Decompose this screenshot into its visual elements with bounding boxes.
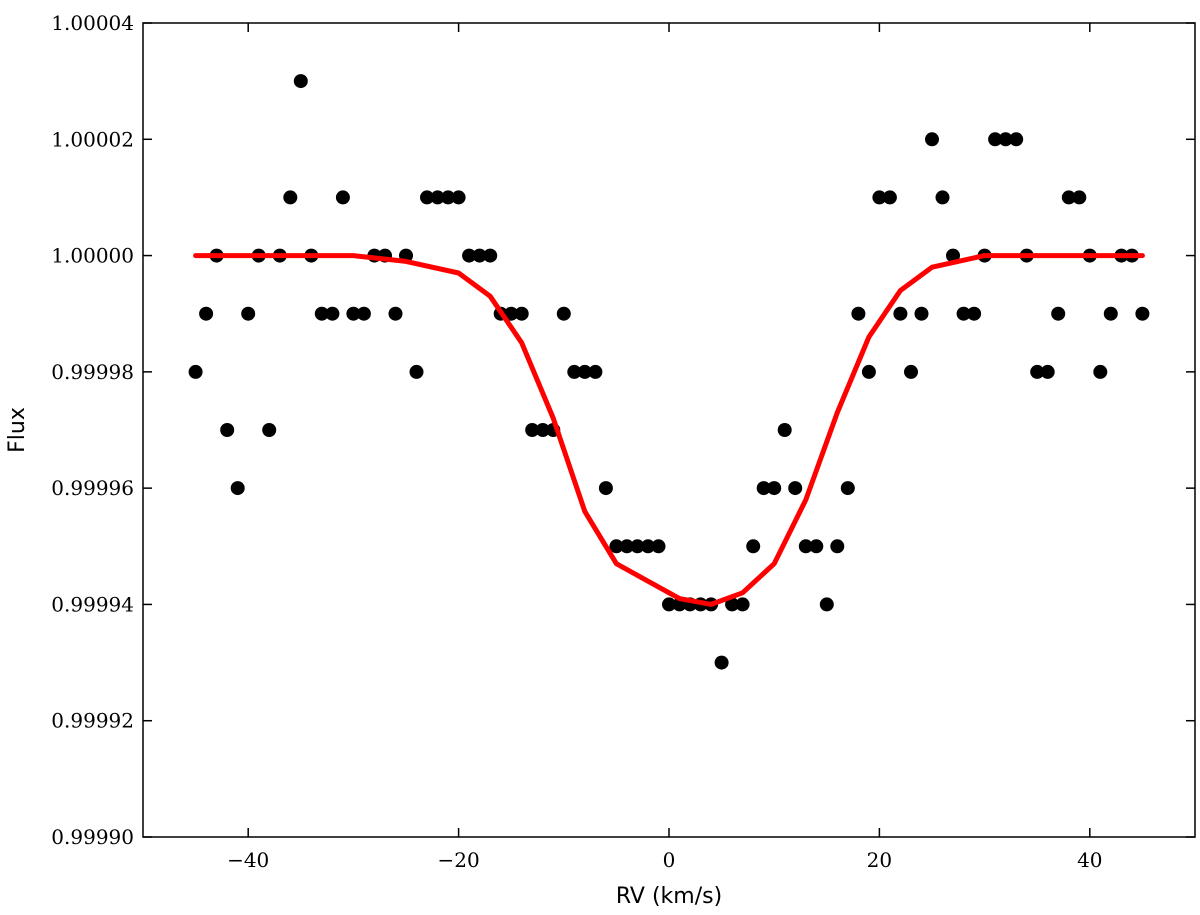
y-tick-label: 0.99996 (51, 476, 134, 500)
data-point (630, 539, 645, 554)
data-point (840, 481, 855, 496)
data-point (893, 306, 908, 321)
data-point (988, 132, 1003, 147)
data-point (188, 364, 203, 379)
data-point (283, 190, 298, 205)
y-tick-label: 1.00002 (51, 127, 134, 151)
x-tick-label: 40 (1077, 848, 1102, 872)
data-point (441, 190, 456, 205)
x-axis-ticks: −40 −20 0 20 40 (227, 23, 1103, 872)
data-point (588, 364, 603, 379)
data-point (767, 481, 782, 496)
y-tick-label: 1.00000 (51, 244, 134, 268)
data-point (462, 248, 477, 263)
data-point (472, 248, 487, 263)
data-point (335, 190, 350, 205)
data-point (199, 306, 214, 321)
data-point (1009, 132, 1024, 147)
data-point (725, 597, 740, 612)
data-point (788, 481, 803, 496)
y-tick-label: 0.99994 (51, 592, 134, 616)
data-point (809, 539, 824, 554)
data-point (483, 248, 498, 263)
data-point (746, 539, 761, 554)
data-point (525, 423, 540, 437)
data-point (388, 306, 403, 321)
data-point (861, 364, 876, 379)
data-point (819, 597, 834, 612)
data-point (293, 74, 308, 89)
data-point (598, 481, 613, 496)
data-point (1093, 364, 1108, 379)
data-point (904, 364, 918, 379)
x-tick-label: −20 (437, 848, 479, 872)
data-point (735, 597, 750, 612)
data-point (998, 132, 1013, 147)
data-point (409, 364, 424, 379)
x-tick-label: −40 (227, 848, 269, 872)
data-point (830, 539, 845, 554)
data-point (535, 423, 550, 437)
data-point (946, 248, 960, 263)
data-point (1103, 306, 1118, 321)
x-axis-label: RV (km/s) (616, 884, 722, 909)
data-point (641, 539, 655, 554)
data-point (1030, 364, 1045, 379)
data-point (714, 655, 729, 670)
data-point (935, 190, 950, 205)
data-point (420, 190, 434, 205)
data-point (914, 306, 929, 321)
data-point (346, 306, 361, 321)
data-point (609, 539, 624, 554)
data-point (556, 306, 571, 321)
data-point (777, 423, 792, 437)
y-tick-label: 0.99990 (51, 825, 134, 849)
data-point (430, 190, 445, 205)
data-point (1051, 306, 1066, 321)
data-point (577, 364, 592, 379)
data-point (619, 539, 634, 554)
data-point (651, 539, 666, 554)
data-point (1072, 190, 1087, 205)
data-point (872, 190, 887, 205)
data-point (230, 481, 245, 496)
data-point (851, 306, 866, 321)
data-point (514, 306, 529, 321)
data-point (1040, 364, 1055, 379)
data-point (882, 190, 897, 205)
y-axis-ticks: 0.99990 0.99992 0.99994 0.99996 0.99998 1.000… (51, 11, 1195, 849)
data-point (504, 306, 519, 321)
fit-line (193, 253, 1145, 607)
data-point (451, 190, 466, 205)
data-point (325, 306, 340, 321)
y-tick-label: 0.99992 (51, 709, 134, 733)
data-point (567, 364, 582, 379)
data-point (314, 306, 329, 321)
y-axis-label: Flux (5, 407, 30, 453)
data-point (1061, 190, 1076, 205)
data-point (262, 423, 277, 437)
data-point (956, 306, 971, 321)
data-point (798, 539, 813, 554)
data-point (1135, 306, 1150, 321)
y-tick-label: 1.00004 (51, 11, 134, 35)
data-point (220, 423, 235, 437)
x-tick-label: 0 (663, 848, 676, 872)
data-point (662, 597, 676, 612)
x-tick-label: 20 (867, 848, 892, 872)
plot-background (143, 23, 1195, 837)
data-point (756, 481, 771, 496)
data-point (967, 306, 982, 321)
y-tick-label: 0.99998 (51, 360, 134, 384)
data-point (356, 306, 371, 321)
data-point (925, 132, 939, 147)
data-point (241, 306, 256, 321)
